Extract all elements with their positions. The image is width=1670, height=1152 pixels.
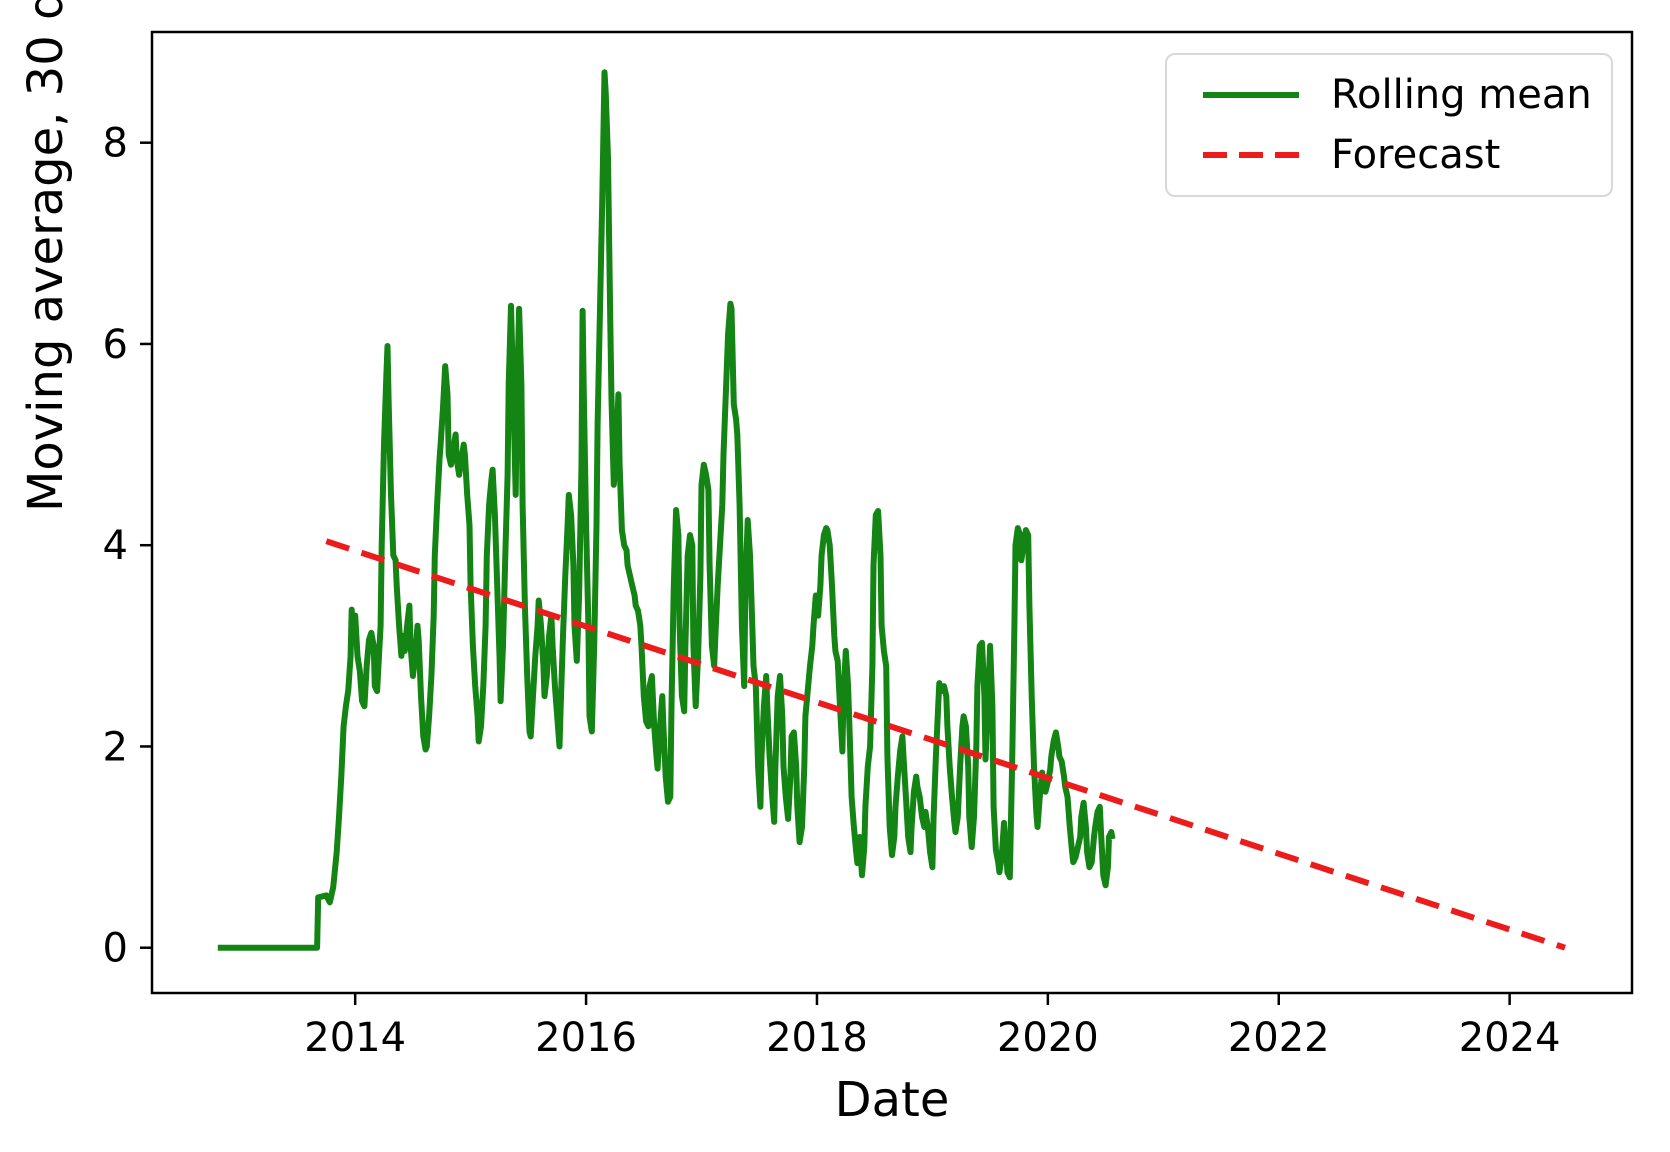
legend-item-forecast: Forecast (1203, 135, 1611, 175)
x-tick-label: 2020 (997, 1015, 1099, 1061)
rolling-mean-line-swatch (1203, 92, 1299, 98)
series-line-forecast (325, 538, 1566, 951)
x-axis-label: Date (834, 1072, 950, 1128)
y-tick-label: 6 (103, 322, 128, 368)
x-tick-label: 2014 (304, 1015, 406, 1061)
legend-item-rolling-mean: Rolling mean (1203, 75, 1611, 115)
x-tick-label: 2024 (1459, 1015, 1561, 1061)
legend-label-forecast: Forecast (1331, 132, 1501, 178)
legend-label-rolling-mean: Rolling mean (1331, 72, 1592, 118)
legend: Rolling mean Forecast (1165, 53, 1613, 197)
y-tick-label: 0 (103, 926, 128, 972)
x-tick-label: 2022 (1228, 1015, 1330, 1061)
axes-spines (150, 30, 1634, 995)
y-tick-label: 2 (103, 724, 128, 770)
x-tick-label: 2016 (535, 1015, 637, 1061)
forecast-line-swatch (1203, 152, 1299, 158)
y-tick-label: 8 (103, 121, 128, 167)
series-line-rolling-mean (217, 69, 1116, 951)
x-tick-label: 2018 (766, 1015, 868, 1061)
y-tick-label: 4 (103, 523, 128, 569)
